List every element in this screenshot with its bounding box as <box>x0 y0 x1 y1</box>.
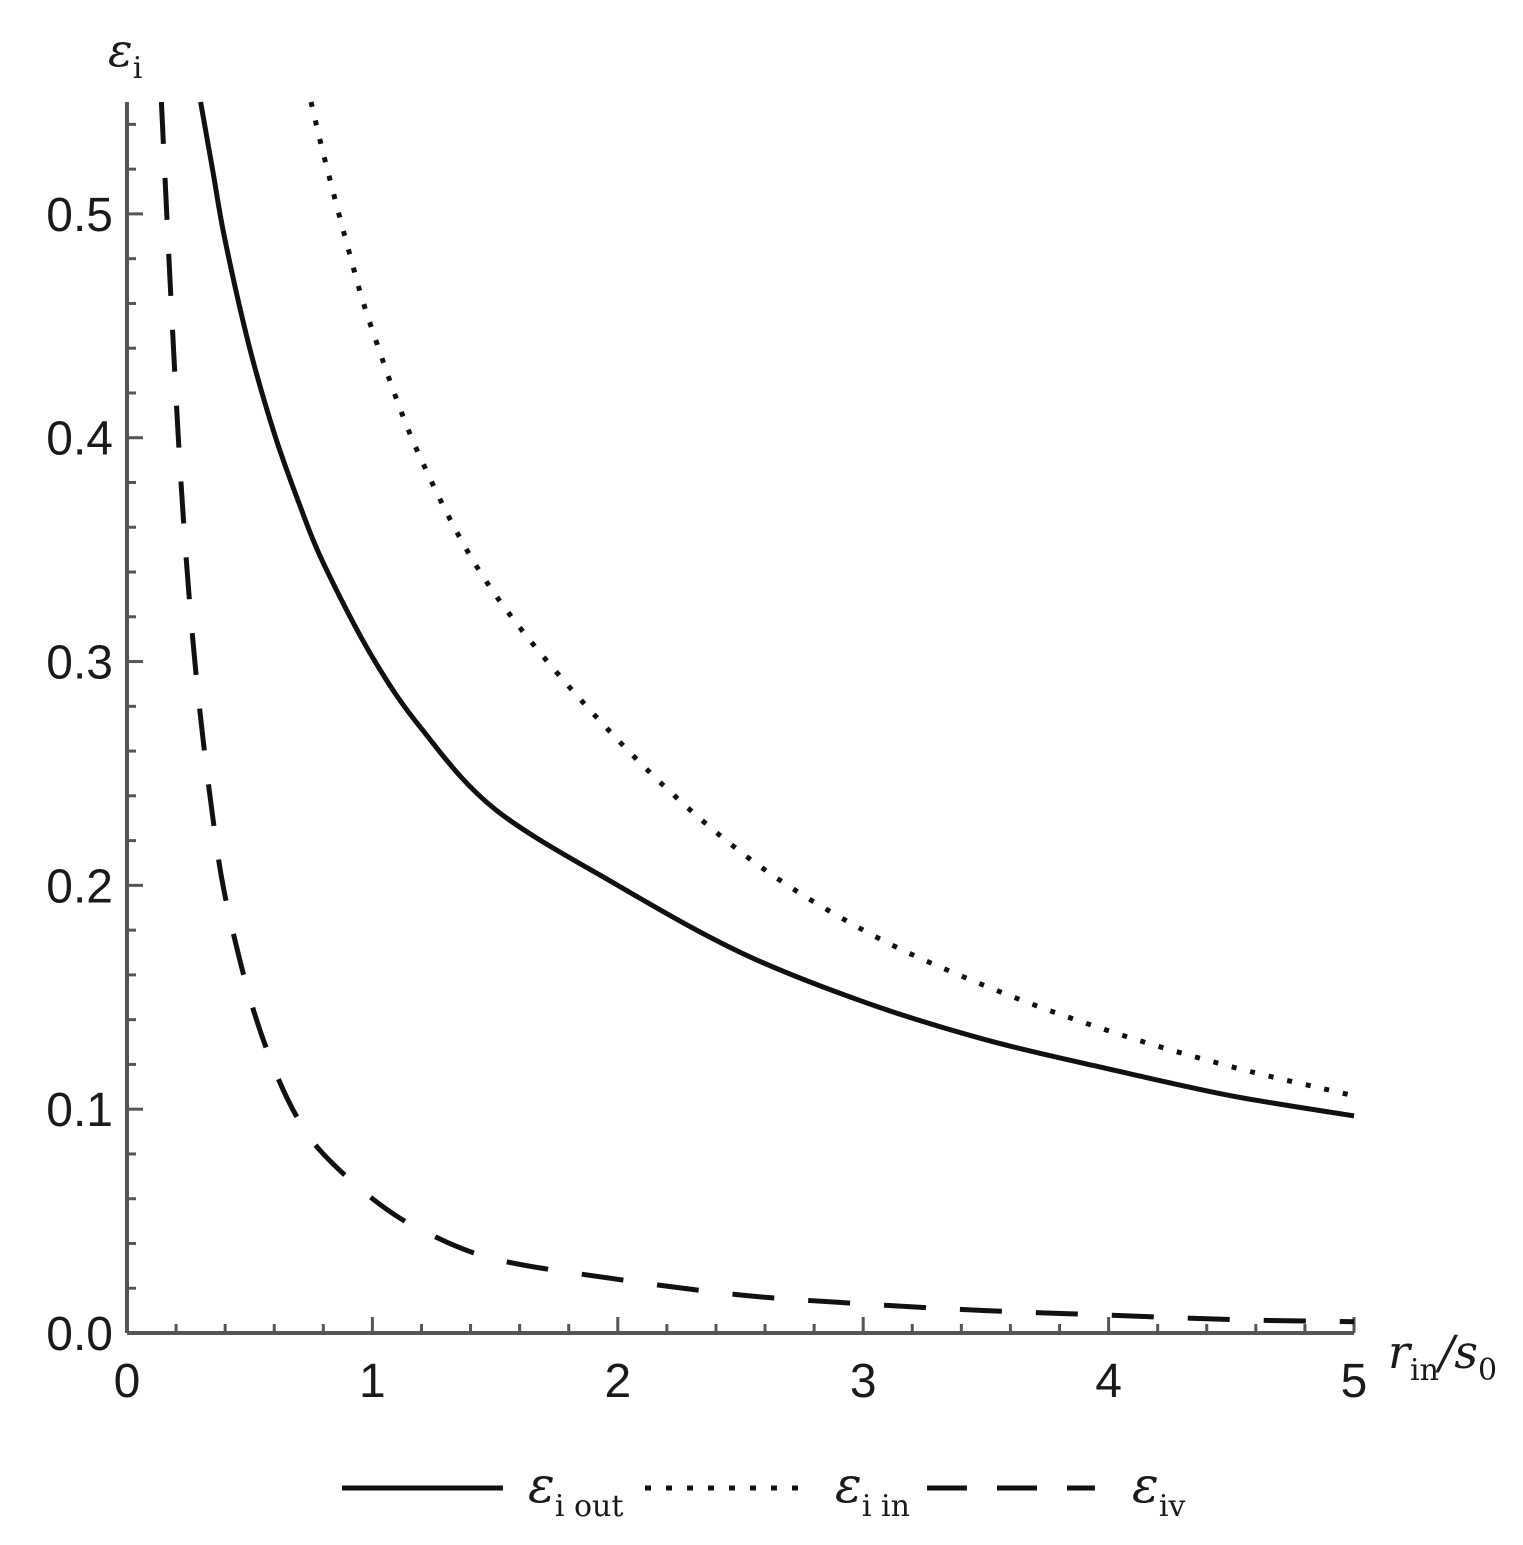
y-axis-label-sub: i <box>133 51 143 86</box>
legend-label-2-main: ε <box>835 1456 862 1514</box>
legend-label-2: εi in <box>835 1456 910 1524</box>
y-tick-label: 0.5 <box>46 189 113 242</box>
series-line-dotted <box>308 101 1355 1099</box>
legend-label-2-sub: i in <box>862 1489 910 1524</box>
y-axis-label: εi <box>108 23 142 86</box>
x-tick-label: 3 <box>850 1355 877 1408</box>
series <box>158 101 1355 1325</box>
ticks <box>125 122 1356 1335</box>
x-axis-label-rest: /s <box>1435 1325 1478 1379</box>
series-line-solid <box>198 101 1355 1119</box>
x-axis-label-sub: in <box>1410 1353 1439 1388</box>
x-axis-label-sub2: 0 <box>1478 1353 1497 1388</box>
x-tick-label: 2 <box>604 1355 631 1408</box>
x-axis-label: rin/s0 <box>1388 1325 1497 1388</box>
series-line-dashed <box>158 101 1355 1325</box>
legend-label-3-main: ε <box>1132 1456 1159 1514</box>
y-tick-label: 0.4 <box>46 413 113 466</box>
y-tick-label: 0.1 <box>46 1084 113 1137</box>
x-tick-label: 5 <box>1341 1355 1368 1408</box>
x-axis-label-main: r <box>1388 1325 1413 1379</box>
legend-label-3: εiv <box>1132 1456 1185 1524</box>
axes <box>125 102 1354 1335</box>
x-tick-label: 0 <box>114 1355 141 1408</box>
legend-label-3-sub: iv <box>1159 1489 1186 1524</box>
y-tick-label: 0.3 <box>46 637 113 690</box>
y-axis-label-main: ε <box>108 23 133 77</box>
legend-label-1-sub: i out <box>555 1489 624 1524</box>
legend-label-1-main: ε <box>528 1456 555 1514</box>
y-tick-label: 0.2 <box>46 860 113 913</box>
legend-label-1: εi out <box>528 1456 623 1524</box>
x-tick-label: 1 <box>359 1355 386 1408</box>
x-tick-label: 4 <box>1095 1355 1122 1408</box>
y-tick-label: 0.0 <box>46 1308 113 1361</box>
legend: εi out εi in εiv <box>342 1456 1185 1524</box>
tick-labels: 0 1 2 3 4 5 0.0 0.1 0.2 0.3 0.4 0.5 <box>46 189 1367 1408</box>
